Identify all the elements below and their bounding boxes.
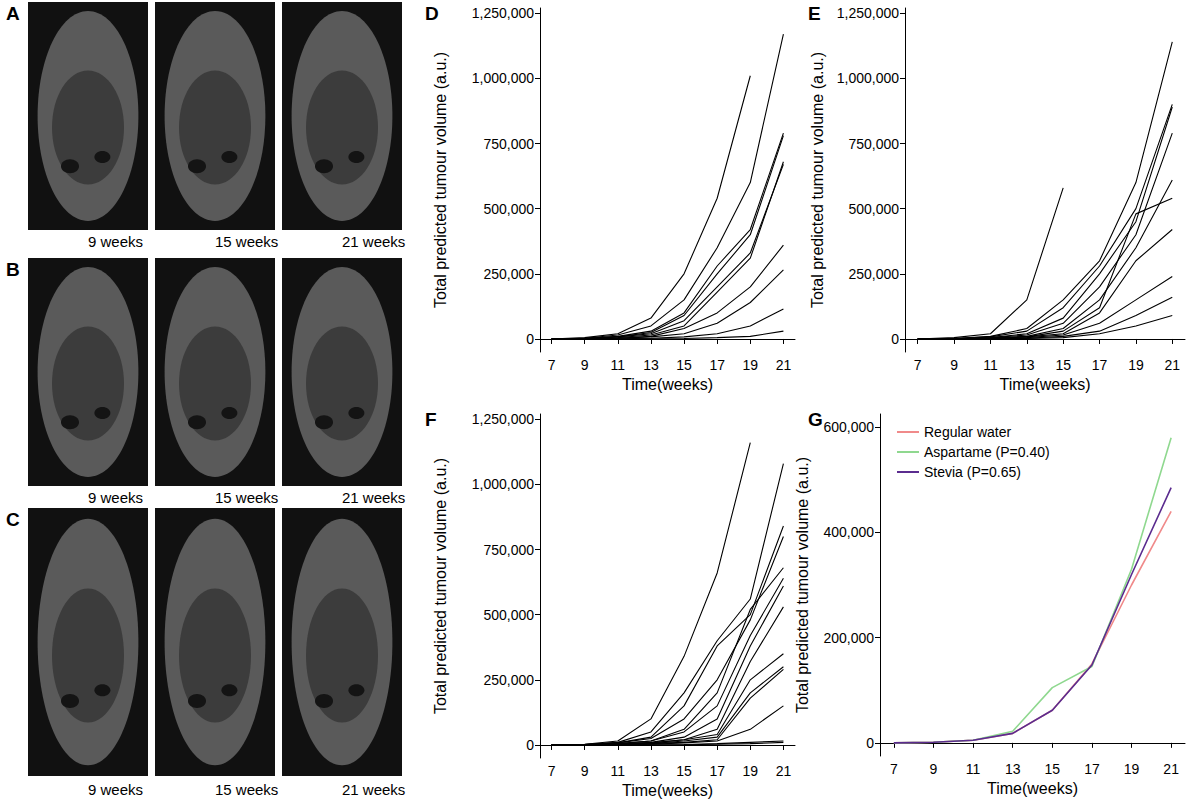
svg-text:19: 19 — [743, 763, 759, 779]
svg-text:11: 11 — [611, 763, 626, 779]
svg-text:15 weeks: 15 weeks — [215, 233, 278, 250]
svg-text:13: 13 — [1019, 357, 1035, 373]
svg-text:0: 0 — [866, 735, 874, 751]
svg-text:7: 7 — [914, 357, 922, 373]
svg-text:Total predicted tumour volume: Total predicted tumour volume (a.u.) — [432, 458, 449, 714]
svg-text:750,000: 750,000 — [848, 136, 899, 152]
svg-text:Total predicted tumour volume: Total predicted tumour volume (a.u.) — [809, 52, 826, 308]
svg-text:Aspartame (P=0.40): Aspartame (P=0.40) — [924, 444, 1050, 460]
svg-text:11: 11 — [611, 357, 626, 373]
svg-text:7: 7 — [548, 763, 556, 779]
svg-text:9 weeks: 9 weeks — [88, 489, 143, 506]
svg-text:15: 15 — [676, 763, 692, 779]
svg-text:1,250,000: 1,250,000 — [472, 411, 534, 427]
svg-text:9: 9 — [950, 357, 958, 373]
svg-text:Time(weeks): Time(weeks) — [622, 782, 713, 799]
svg-text:1,000,000: 1,000,000 — [472, 70, 534, 86]
svg-text:500,000: 500,000 — [483, 607, 534, 623]
svg-text:9: 9 — [581, 763, 589, 779]
svg-text:15: 15 — [1055, 357, 1071, 373]
svg-text:15: 15 — [1045, 761, 1061, 777]
svg-text:0: 0 — [526, 331, 534, 347]
svg-text:21: 21 — [1163, 761, 1179, 777]
svg-text:9 weeks: 9 weeks — [88, 233, 143, 250]
svg-text:15 weeks: 15 weeks — [215, 781, 278, 798]
svg-text:500,000: 500,000 — [483, 201, 534, 217]
svg-text:Time(weeks): Time(weeks) — [987, 780, 1078, 797]
svg-text:E: E — [808, 3, 821, 24]
svg-text:500,000: 500,000 — [848, 201, 899, 217]
svg-text:D: D — [425, 3, 439, 24]
svg-text:200,000: 200,000 — [823, 630, 874, 646]
svg-text:19: 19 — [743, 357, 759, 373]
svg-text:19: 19 — [1128, 357, 1144, 373]
svg-text:9 weeks: 9 weeks — [88, 781, 143, 798]
svg-text:15: 15 — [676, 357, 692, 373]
svg-text:15 weeks: 15 weeks — [215, 489, 278, 506]
svg-text:1,250,000: 1,250,000 — [837, 5, 899, 21]
svg-text:19: 19 — [1124, 761, 1140, 777]
svg-text:Total predicted tumour volume: Total predicted tumour volume (a.u.) — [432, 52, 449, 308]
svg-text:21: 21 — [1164, 357, 1180, 373]
svg-text:13: 13 — [643, 763, 659, 779]
svg-text:0: 0 — [526, 737, 534, 753]
svg-text:13: 13 — [643, 357, 659, 373]
svg-text:11: 11 — [966, 761, 981, 777]
svg-text:Time(weeks): Time(weeks) — [1000, 376, 1091, 393]
svg-text:7: 7 — [548, 357, 556, 373]
svg-text:A: A — [6, 3, 20, 24]
svg-text:17: 17 — [1084, 761, 1100, 777]
svg-text:250,000: 250,000 — [848, 266, 899, 282]
svg-text:F: F — [425, 409, 437, 430]
svg-text:250,000: 250,000 — [483, 672, 534, 688]
svg-text:750,000: 750,000 — [483, 136, 534, 152]
svg-text:17: 17 — [709, 763, 725, 779]
svg-text:21 weeks: 21 weeks — [342, 233, 405, 250]
svg-text:250,000: 250,000 — [483, 266, 534, 282]
svg-text:21 weeks: 21 weeks — [342, 781, 405, 798]
svg-text:Time(weeks): Time(weeks) — [622, 376, 713, 393]
svg-text:0: 0 — [891, 331, 899, 347]
svg-text:1,000,000: 1,000,000 — [837, 70, 899, 86]
svg-text:9: 9 — [581, 357, 589, 373]
svg-text:11: 11 — [983, 357, 998, 373]
svg-text:600,000: 600,000 — [823, 419, 874, 435]
svg-text:7: 7 — [890, 761, 898, 777]
svg-text:17: 17 — [709, 357, 725, 373]
svg-text:G: G — [808, 409, 823, 430]
svg-text:Regular water: Regular water — [924, 424, 1011, 440]
svg-text:21 weeks: 21 weeks — [342, 489, 405, 506]
svg-text:B: B — [6, 259, 20, 280]
svg-text:C: C — [6, 509, 20, 530]
svg-text:13: 13 — [1005, 761, 1021, 777]
svg-text:21: 21 — [776, 357, 792, 373]
svg-text:Stevia (P=0.65): Stevia (P=0.65) — [924, 464, 1021, 480]
svg-text:21: 21 — [776, 763, 792, 779]
svg-text:750,000: 750,000 — [483, 542, 534, 558]
svg-text:9: 9 — [930, 761, 938, 777]
svg-text:Total predicted tumour volume: Total predicted tumour volume (a.u.) — [794, 457, 811, 713]
svg-text:17: 17 — [1092, 357, 1108, 373]
svg-text:1,250,000: 1,250,000 — [472, 5, 534, 21]
svg-text:400,000: 400,000 — [823, 524, 874, 540]
svg-text:1,000,000: 1,000,000 — [472, 476, 534, 492]
